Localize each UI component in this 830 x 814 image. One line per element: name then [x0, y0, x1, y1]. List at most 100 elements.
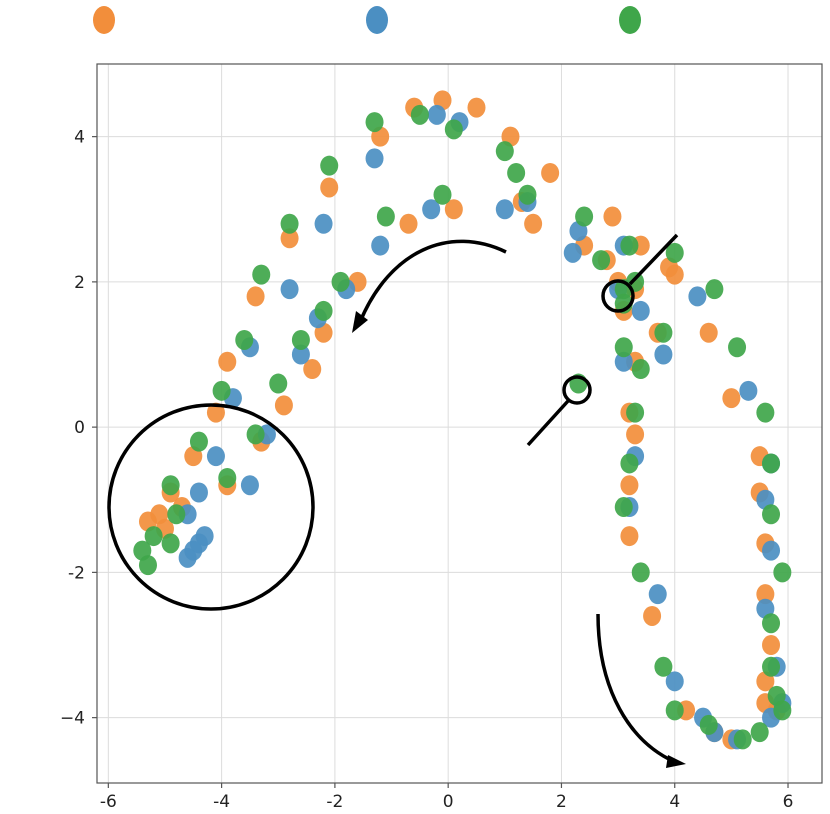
data-point: [161, 533, 180, 554]
data-point: [518, 184, 537, 205]
data-point: [722, 388, 741, 409]
data-point: [762, 656, 781, 677]
y-tick-label: 2: [74, 273, 85, 293]
data-point: [524, 213, 543, 234]
data-point: [246, 286, 265, 307]
cluster-highlight-circle: [107, 403, 315, 611]
data-point: [144, 526, 163, 547]
data-point: [665, 242, 684, 263]
data-point: [762, 453, 781, 474]
data-point: [626, 424, 645, 445]
data-point: [762, 540, 781, 561]
data-point: [161, 475, 180, 496]
data-point: [762, 504, 781, 525]
data-point: [728, 337, 747, 358]
data-point: [280, 279, 299, 300]
x-tick-label: -2: [326, 792, 343, 812]
data-point: [654, 344, 673, 365]
x-tick-label: 6: [783, 792, 794, 812]
data-point: [371, 235, 390, 256]
data-point: [314, 300, 333, 321]
data-point: [444, 199, 463, 220]
data-point: [614, 497, 633, 518]
data-point: [320, 177, 339, 198]
x-tick-label: 4: [669, 792, 680, 812]
data-point: [467, 97, 486, 118]
pointer-line-lower: [526, 399, 570, 447]
pointer-line-upper: [628, 233, 679, 286]
data-point: [280, 228, 299, 249]
data-point: [274, 395, 293, 416]
point-highlight-circle-lower: [562, 375, 592, 405]
data-point: [762, 635, 781, 656]
arrow-clockwise-lower: [596, 613, 676, 764]
data-point: [331, 271, 350, 292]
data-point: [631, 300, 650, 321]
data-point: [563, 242, 582, 263]
grid: [97, 64, 822, 783]
annotations: [107, 233, 686, 768]
data-point: [620, 526, 639, 547]
data-point: [291, 329, 310, 350]
data-point: [189, 482, 208, 503]
data-point: [376, 206, 395, 227]
series-2: [133, 104, 792, 750]
data-point: [427, 104, 446, 125]
arrowhead-lower: [666, 755, 686, 768]
data-point: [665, 671, 684, 692]
data-point: [688, 286, 707, 307]
arrow-counterclockwise-upper: [358, 239, 507, 323]
legend-marker-series-1: [366, 6, 388, 34]
data-point: [620, 235, 639, 256]
series-0: [138, 90, 786, 750]
data-point: [133, 540, 152, 561]
data-point: [433, 184, 452, 205]
data-point: [167, 504, 186, 525]
data-point: [303, 359, 322, 380]
data-point: [218, 351, 237, 372]
x-tick-label: -6: [100, 792, 117, 812]
data-point: [620, 453, 639, 474]
data-point: [399, 213, 418, 234]
data-point: [739, 380, 758, 401]
y-tick-label: -2: [68, 563, 85, 583]
data-point: [235, 329, 254, 350]
data-point: [575, 206, 594, 227]
data-point: [654, 322, 673, 343]
y-tick-label: 0: [74, 418, 85, 438]
data-point: [620, 475, 639, 496]
data-point: [320, 155, 339, 176]
data-point: [733, 729, 752, 750]
data-point: [240, 475, 259, 496]
data-point: [195, 526, 214, 547]
data-point: [314, 213, 333, 234]
data-point: [444, 119, 463, 140]
data-point: [631, 562, 650, 583]
data-point: [665, 264, 684, 285]
data-point: [365, 112, 384, 133]
legend: [93, 6, 641, 34]
data-point: [189, 431, 208, 452]
data-point: [410, 104, 429, 125]
x-tick-label: -4: [213, 792, 230, 812]
data-point: [592, 250, 611, 271]
data-point: [665, 700, 684, 721]
data-point: [246, 424, 265, 445]
data-point: [773, 700, 792, 721]
data-point: [495, 141, 514, 162]
x-tick-label: 2: [556, 792, 567, 812]
data-point: [705, 279, 724, 300]
data-point: [603, 206, 622, 227]
data-point: [643, 605, 662, 626]
point-highlight-circle-upper: [601, 279, 635, 313]
data-point: [541, 162, 560, 183]
data-point: [291, 344, 310, 365]
data-point: [507, 162, 526, 183]
data-point: [218, 467, 237, 488]
data-point: [365, 148, 384, 169]
data-point: [648, 584, 667, 605]
data-points: [133, 90, 792, 750]
data-point: [614, 337, 633, 358]
data-point: [762, 613, 781, 634]
